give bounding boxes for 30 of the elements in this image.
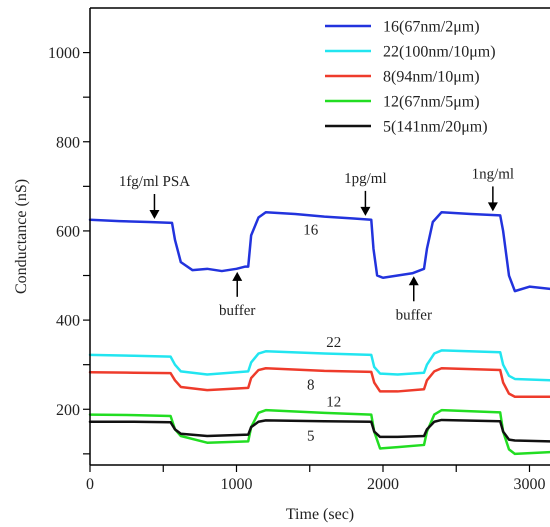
x-tick-label: 2000: [366, 476, 399, 493]
annotation: 1ng/ml: [472, 166, 514, 182]
y-axis-title: Conductance (nS): [13, 178, 30, 294]
annotation: buffer: [219, 302, 256, 319]
annotation: 12: [326, 394, 342, 410]
legend-label: 16(67nm/2μm): [383, 18, 480, 36]
annotation: buffer: [396, 307, 432, 324]
annotation: 16: [303, 222, 319, 239]
annotation: 5: [307, 428, 315, 444]
y-tick-label: 400: [56, 312, 80, 330]
y-tick-label: 1000: [48, 45, 80, 62]
y-tick-label: 600: [56, 224, 80, 241]
annotation: 8: [307, 378, 315, 394]
line-series: [88, 367, 550, 398]
annotation: 22: [326, 335, 342, 352]
x-axis-title: Time (sec): [286, 506, 354, 523]
annotation: 1pg/ml: [344, 170, 387, 187]
x-tick-label: 3000: [513, 476, 546, 493]
line-series: [88, 210, 550, 292]
y-tick-label: 800: [56, 134, 80, 152]
y-tick-label: 200: [56, 402, 80, 419]
x-tick-label: 0: [86, 476, 94, 493]
legend-label: 22(100nm/10μm): [383, 44, 496, 61]
line-series: [88, 408, 550, 456]
x-tick-label: 1000: [220, 476, 252, 493]
line-series: [88, 418, 550, 443]
legend-label: 12(67nm/5μm): [383, 94, 480, 111]
annotation: 1fg/ml PSA: [118, 174, 190, 190]
legend-label: 5(141nm/20μm): [383, 118, 488, 136]
legend-label: 8(94nm/10μm): [383, 68, 480, 86]
